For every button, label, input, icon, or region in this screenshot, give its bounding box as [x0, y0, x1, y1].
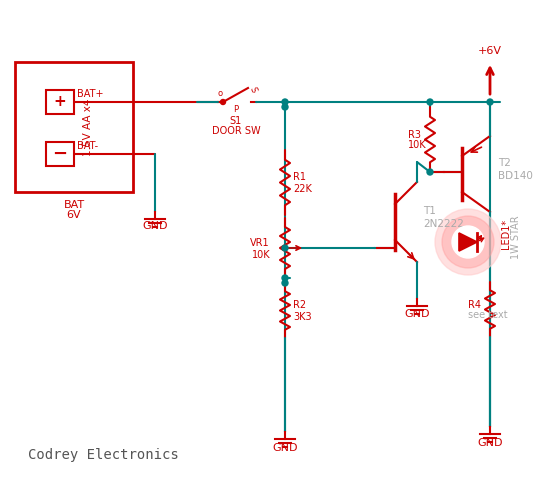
- Text: GND: GND: [477, 438, 503, 448]
- Text: R1: R1: [293, 172, 306, 183]
- Text: see text: see text: [468, 311, 508, 320]
- Text: T1: T1: [423, 206, 436, 216]
- Text: R4: R4: [468, 300, 481, 310]
- Text: Codrey Electronics: Codrey Electronics: [28, 448, 179, 462]
- Circle shape: [282, 104, 288, 110]
- Text: 6V: 6V: [67, 210, 82, 220]
- Text: o: o: [218, 89, 223, 98]
- Text: P: P: [233, 105, 238, 114]
- Text: 10K: 10K: [408, 141, 427, 150]
- Text: 1.5V AA x4: 1.5V AA x4: [83, 98, 93, 156]
- Text: 2N2222: 2N2222: [423, 219, 464, 229]
- Text: DOOR SW: DOOR SW: [211, 126, 260, 136]
- Circle shape: [282, 275, 288, 281]
- Text: VR1: VR1: [250, 238, 270, 248]
- Circle shape: [220, 99, 225, 105]
- Text: BAT: BAT: [63, 200, 84, 210]
- Text: GND: GND: [404, 309, 430, 319]
- Circle shape: [282, 280, 288, 286]
- Text: T2: T2: [498, 158, 511, 168]
- Circle shape: [427, 99, 433, 105]
- Text: +: +: [53, 94, 66, 110]
- Text: GND: GND: [142, 221, 168, 231]
- Text: S: S: [248, 86, 258, 94]
- Bar: [46, 142, 74, 166]
- Bar: [15, 62, 133, 192]
- Text: LED1*: LED1*: [501, 219, 511, 249]
- Text: R2: R2: [293, 300, 306, 311]
- Text: R3: R3: [408, 130, 421, 139]
- Text: 1W STAR: 1W STAR: [511, 215, 521, 259]
- Text: S1: S1: [230, 116, 242, 126]
- Text: BAT+: BAT+: [77, 89, 103, 99]
- Text: GND: GND: [273, 443, 297, 453]
- Circle shape: [435, 209, 501, 275]
- Text: −: −: [52, 145, 67, 163]
- Text: 10K: 10K: [252, 250, 271, 260]
- Polygon shape: [459, 233, 477, 251]
- Circle shape: [442, 216, 494, 268]
- Text: 22K: 22K: [293, 184, 312, 193]
- Text: 3K3: 3K3: [293, 312, 311, 321]
- Text: BD140: BD140: [498, 171, 533, 181]
- Circle shape: [487, 99, 493, 105]
- Circle shape: [282, 245, 288, 251]
- Text: BAT-: BAT-: [77, 141, 98, 151]
- Circle shape: [427, 169, 433, 175]
- Bar: [46, 90, 74, 114]
- Circle shape: [282, 99, 288, 105]
- Text: +6V: +6V: [478, 46, 502, 56]
- Circle shape: [452, 226, 484, 258]
